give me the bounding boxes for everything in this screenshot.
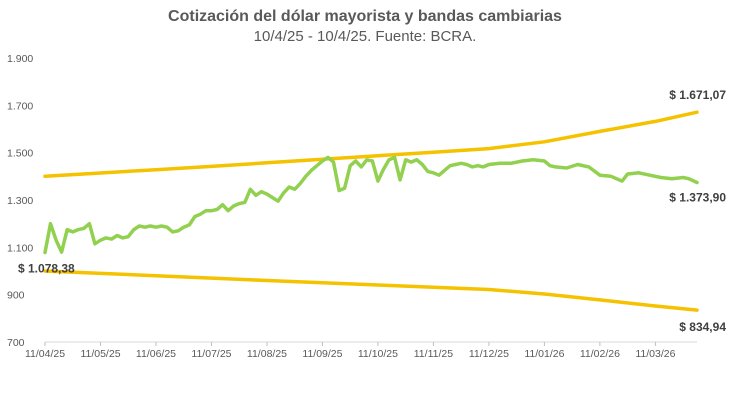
x-tick-label: 11/04/25 [25, 348, 65, 360]
x-tick-label: 11/10/25 [358, 348, 398, 360]
exchange-rate-line [43, 155, 699, 255]
data-label: $ 1.373,90 [669, 191, 726, 205]
x-tick-label: 11/11/25 [414, 348, 453, 360]
y-tick-label: 900 [7, 290, 25, 302]
y-tick-label: 1.500 [7, 148, 33, 160]
y-tick-label: 1.700 [7, 100, 33, 112]
data-label: $ 1.671,07 [669, 88, 726, 102]
x-tick-label: 11/07/25 [191, 348, 231, 360]
x-tick-label: 11/08/25 [247, 348, 287, 360]
chart-subtitle: 10/4/25 - 10/4/25. Fuente: BCRA. [253, 28, 477, 45]
x-tick-label: 11/02/26 [580, 348, 620, 360]
x-tick-label: 11/12/25 [469, 348, 509, 360]
x-tick-label: 11/01/26 [524, 348, 564, 360]
y-tick-label: 700 [7, 337, 25, 349]
x-tick-label: 11/09/25 [302, 348, 342, 360]
y-tick-label: 1.300 [7, 195, 33, 207]
data-label: $ 1.078,38 [18, 261, 75, 275]
lower-band-line [43, 269, 699, 312]
upper-band-line [43, 110, 699, 179]
chart-title: Cotización del dólar mayorista y bandas … [168, 8, 562, 25]
x-tick-label: 11/05/25 [80, 348, 120, 360]
x-tick-label: 11/06/25 [136, 348, 176, 360]
y-tick-label: 1.100 [7, 242, 33, 254]
y-tick-label: 1.900 [7, 53, 33, 65]
data-label: $ 834,94 [679, 320, 726, 334]
x-tick-label: 11/03/26 [635, 348, 675, 360]
